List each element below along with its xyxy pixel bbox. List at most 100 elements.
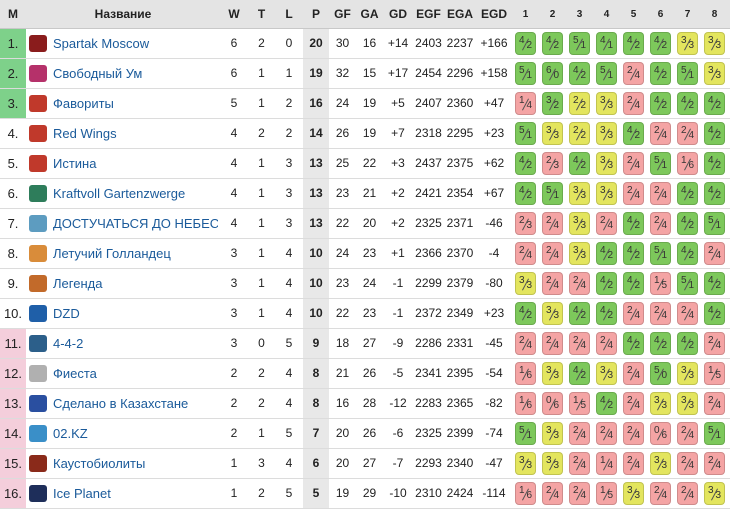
- column-header-w[interactable]: W: [228, 7, 240, 21]
- column-header-round-6[interactable]: 6: [657, 9, 664, 20]
- column-header-round-4[interactable]: 4: [603, 9, 610, 20]
- team-name-link[interactable]: Летучий Голландец: [53, 246, 171, 261]
- column-header-round-1[interactable]: 1: [522, 9, 529, 20]
- team-name-link[interactable]: Легенда: [53, 276, 103, 291]
- column-header-ga[interactable]: GA: [360, 7, 379, 21]
- column-header-m[interactable]: M: [8, 7, 18, 21]
- column-header-t[interactable]: T: [257, 7, 266, 21]
- team-name-link[interactable]: ДОСТУЧАТЬСЯ ДО НЕБЕС: [53, 216, 218, 231]
- column-header-p[interactable]: P: [311, 7, 320, 21]
- team-name-link[interactable]: DZD: [53, 306, 80, 321]
- team-name-link[interactable]: Сделано в Казахстане: [53, 396, 189, 411]
- team-name-link[interactable]: Фиеста: [53, 366, 97, 381]
- team-name-link[interactable]: 4-4-2: [53, 336, 84, 351]
- column-header-gd[interactable]: GD: [389, 7, 407, 21]
- team-name-link[interactable]: Свободный Ум: [53, 66, 143, 81]
- column-header-l[interactable]: L: [285, 7, 293, 21]
- team-name-link[interactable]: Ice Planet: [53, 486, 111, 501]
- column-header-round-7[interactable]: 7: [684, 9, 691, 20]
